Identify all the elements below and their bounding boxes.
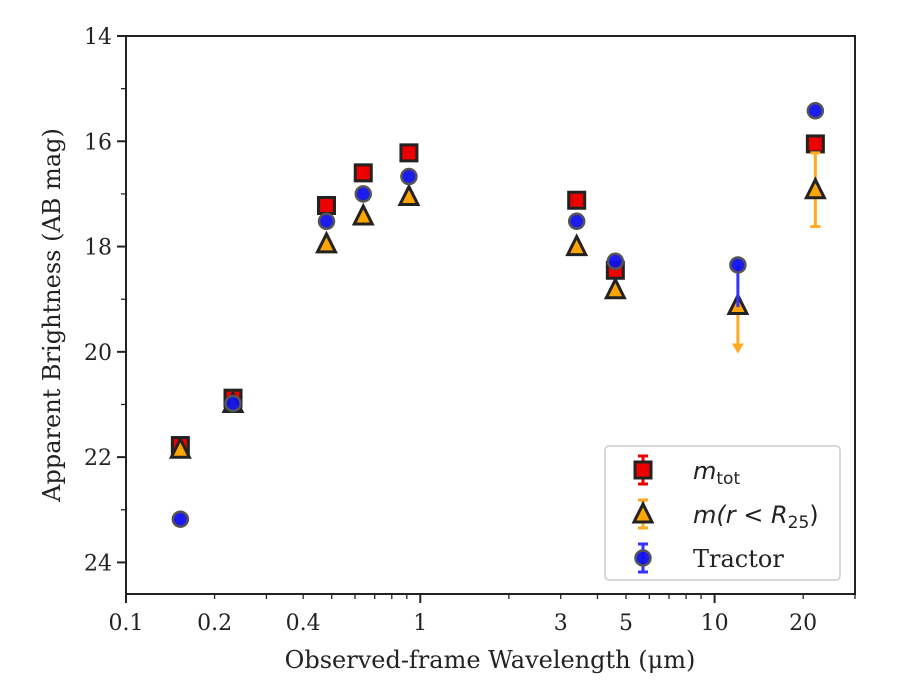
y-axis-ticks: 14 16 18 20 22 24 <box>84 25 126 576</box>
data-point <box>171 510 190 528</box>
legend-box <box>604 445 841 581</box>
data-point <box>315 230 338 254</box>
legend-label: m(r < R25) <box>693 501 819 533</box>
data-point <box>729 256 747 274</box>
y-tick-label: 16 <box>84 130 112 155</box>
x-tick-label: 3 <box>554 611 568 636</box>
upper-limit-arrow <box>731 343 744 354</box>
y-axis-title: Apparent Brightness (AB mag) <box>38 128 66 503</box>
legend-marker <box>633 460 653 480</box>
y-tick-label: 22 <box>84 446 112 471</box>
data-point <box>168 435 192 459</box>
series-triangle <box>168 151 827 459</box>
data-point <box>567 212 586 231</box>
data-point <box>603 276 627 300</box>
x-tick-label: 1 <box>413 611 427 636</box>
data-point <box>354 185 373 203</box>
data-point <box>806 102 825 120</box>
data-point <box>567 190 587 210</box>
data-point <box>316 196 336 216</box>
legend: mtot m(r < R25) Tractor <box>604 445 841 581</box>
data-point <box>397 183 421 207</box>
x-tick-label: 0.2 <box>197 611 232 636</box>
y-tick-label: 24 <box>84 551 112 576</box>
legend-label: Tractor <box>693 545 784 573</box>
data-point <box>565 233 589 257</box>
data-point <box>803 176 827 200</box>
data-point <box>400 167 418 186</box>
x-tick-label: 0.1 <box>109 611 144 636</box>
x-tick-label: 10 <box>701 611 729 636</box>
x-tick-label: 5 <box>619 611 633 636</box>
legend-marker <box>634 549 652 567</box>
data-point <box>317 212 336 231</box>
y-tick-label: 20 <box>84 341 112 366</box>
data-marks <box>168 102 827 528</box>
series-circle <box>171 102 825 528</box>
data-point <box>353 163 373 183</box>
legend-label: mtot <box>693 457 740 489</box>
y-tick-label: 14 <box>84 25 112 50</box>
x-axis-ticks: 0.1 0.2 0.4 1 3 5 10 20 <box>109 594 856 636</box>
y-tick-label: 18 <box>84 236 112 261</box>
data-point <box>606 252 625 271</box>
legend-marker <box>631 500 655 524</box>
data-point <box>351 202 375 226</box>
x-tick-label: 20 <box>789 611 817 636</box>
x-axis-title: Observed-frame Wavelength (μm) <box>285 646 696 674</box>
data-point <box>805 134 825 154</box>
data-point <box>399 143 419 163</box>
data-point <box>224 394 242 413</box>
x-tick-label: 0.4 <box>286 611 321 636</box>
